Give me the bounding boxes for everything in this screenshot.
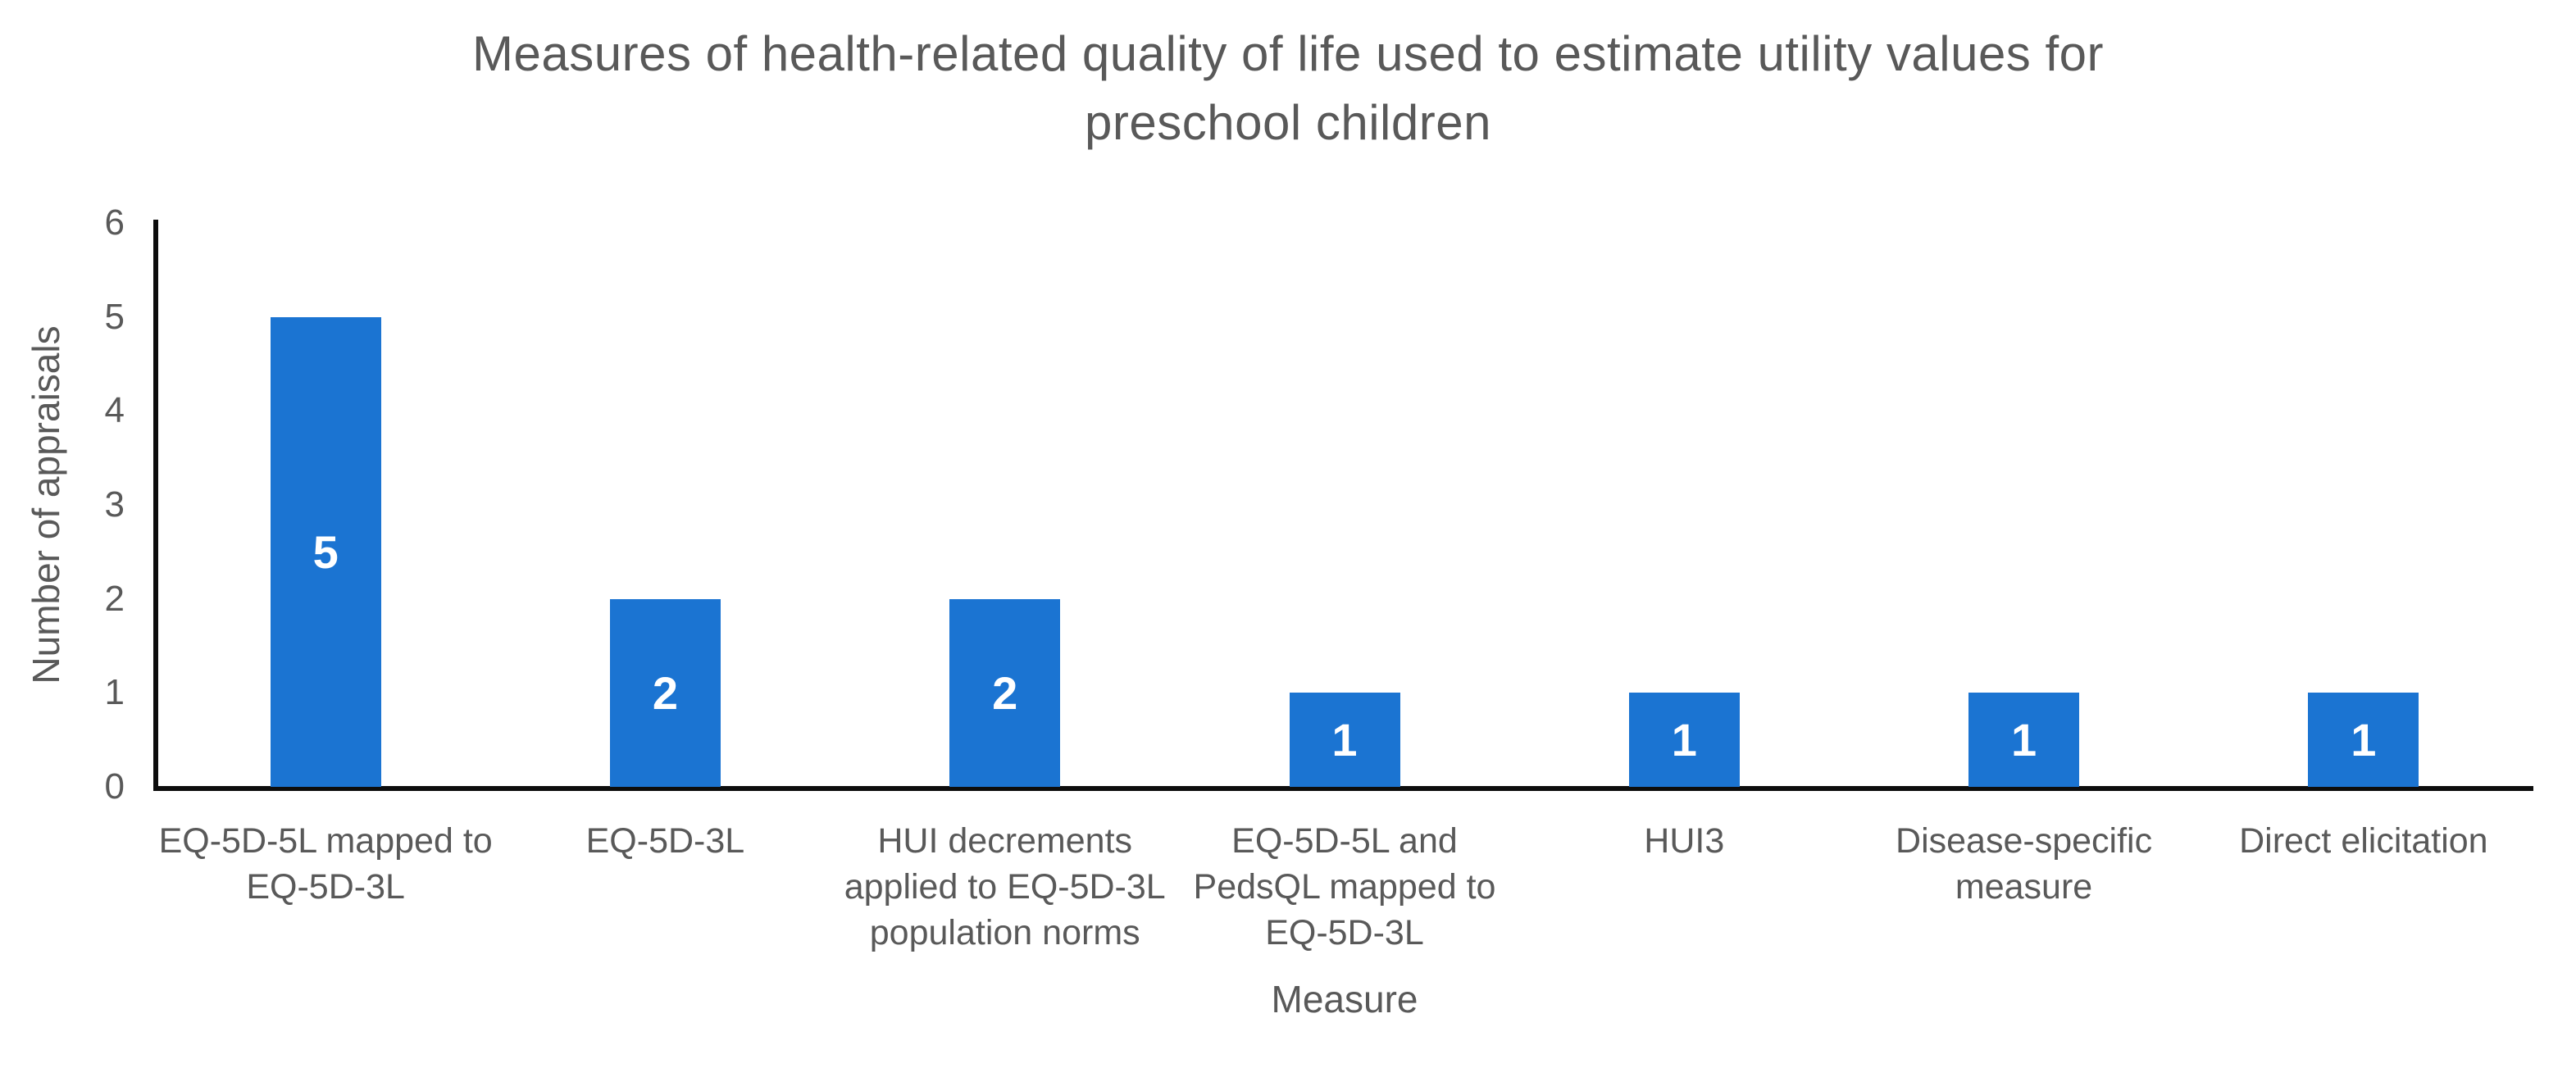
bar-data-label: 1 xyxy=(2010,714,2037,766)
bar-3: 2 xyxy=(949,598,1061,787)
bar-data-label: 2 xyxy=(992,666,1018,719)
bar-data-label: 1 xyxy=(2351,714,2377,766)
bar-data-label: 5 xyxy=(312,525,339,578)
plot-area: 5 2 2 1 1 1 1 xyxy=(156,223,2533,787)
bar-data-label: 1 xyxy=(1671,714,1697,766)
bar-6: 1 xyxy=(1968,693,2080,787)
chart-title-line-1: Measures of health-related quality of li… xyxy=(472,26,2104,81)
bar-7: 1 xyxy=(2308,693,2419,787)
x-axis-line xyxy=(153,786,2533,791)
bar-4: 1 xyxy=(1289,693,1400,787)
y-tick-label-4: 4 xyxy=(104,390,125,431)
chart-title-line-2: preschool children xyxy=(1085,95,1491,150)
x-category-label-4: EQ-5D-5L and PedsQL mapped to EQ-5D-3L xyxy=(1193,821,1496,952)
x-category-label-1: EQ-5D-5L mapped to EQ-5D-3L xyxy=(158,821,493,907)
y-tick-label-1: 1 xyxy=(104,672,125,713)
y-tick-label-6: 6 xyxy=(104,202,125,243)
y-tick-label-0: 0 xyxy=(104,766,125,807)
y-tick-label-5: 5 xyxy=(104,296,125,337)
y-tick-label-3: 3 xyxy=(104,484,125,525)
bar-data-label: 1 xyxy=(1331,714,1358,766)
x-category-label-2: EQ-5D-3L xyxy=(585,821,745,861)
chart-title: Measures of health-related quality of li… xyxy=(0,20,2576,157)
x-category-label-3: HUI decrements applied to EQ-5D-3L popul… xyxy=(844,821,1166,952)
bar-5: 1 xyxy=(1628,693,1740,787)
bar-data-label: 2 xyxy=(652,666,678,719)
x-category-label-6: Disease-specific measure xyxy=(1896,821,2153,907)
y-axis-line xyxy=(153,220,158,791)
bar-2: 2 xyxy=(609,598,721,787)
y-tick-label-2: 2 xyxy=(104,578,125,619)
x-axis-title: Measure xyxy=(1271,978,1418,1020)
x-category-label-7: Direct elicitation xyxy=(2239,821,2488,861)
bar-1: 5 xyxy=(270,316,381,787)
x-category-label-5: HUI3 xyxy=(1644,821,1725,861)
